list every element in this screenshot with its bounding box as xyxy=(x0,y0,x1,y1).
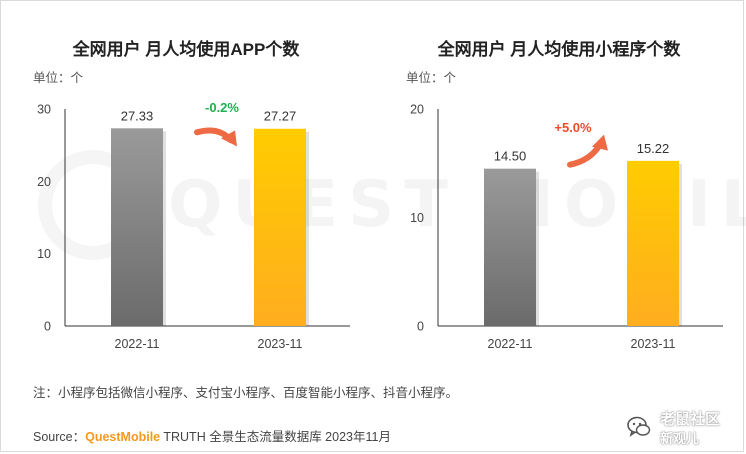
change-arrowhead xyxy=(221,130,237,147)
y-tick-label: 20 xyxy=(37,175,51,189)
chart-title: 全网用户 月人均使用APP个数 xyxy=(72,39,301,59)
badge-line1: 老鼠社区 xyxy=(660,411,721,428)
y-tick-label: 30 xyxy=(37,103,51,117)
bar xyxy=(484,168,536,326)
y-tick-label: 20 xyxy=(410,103,424,117)
change-arrowhead xyxy=(592,134,608,151)
change-label: -0.2% xyxy=(205,100,239,115)
x-tick-label: 2023-11 xyxy=(258,337,303,351)
x-tick-label: 2022-11 xyxy=(115,337,160,351)
chart-title: 全网用户 月人均使用小程序个数 xyxy=(437,39,682,59)
y-tick-label: 0 xyxy=(44,320,51,334)
bar xyxy=(111,128,163,326)
bar-value-label: 15.22 xyxy=(637,141,670,156)
bar-value-label: 27.27 xyxy=(264,109,297,124)
x-tick-label: 2022-11 xyxy=(488,337,533,351)
change-label: +5.0% xyxy=(554,120,592,135)
change-arrow xyxy=(567,141,603,168)
bar xyxy=(627,160,679,326)
y-tick-label: 10 xyxy=(37,247,51,261)
source-line: Source：QuestMobile TRUTH 全景生态流量数据库 2023年… xyxy=(33,426,391,445)
wechat-icon xyxy=(627,416,651,437)
unit-label: 单位：个 xyxy=(406,70,457,85)
x-tick-label: 2023-11 xyxy=(631,337,676,351)
bar-value-label: 14.50 xyxy=(494,149,527,164)
y-tick-label: 10 xyxy=(410,211,424,225)
bar xyxy=(254,128,306,326)
source-prefix: Source： xyxy=(33,430,86,444)
footnote: 注：小程序包括微信小程序、支付宝小程序、百度智能小程序、抖音小程序。 xyxy=(33,386,459,400)
badge-line2: 新观儿 xyxy=(660,431,700,446)
source-suffix: TRUTH 全景生态流量数据库 2023年11月 xyxy=(160,430,391,444)
source-brand: QuestMobile xyxy=(85,430,161,444)
wechat-badge: 老鼠社区 新观儿 xyxy=(620,406,738,446)
y-tick-label: 0 xyxy=(417,320,424,334)
bar-value-label: 27.33 xyxy=(121,108,154,123)
unit-label: 单位：个 xyxy=(33,70,84,85)
